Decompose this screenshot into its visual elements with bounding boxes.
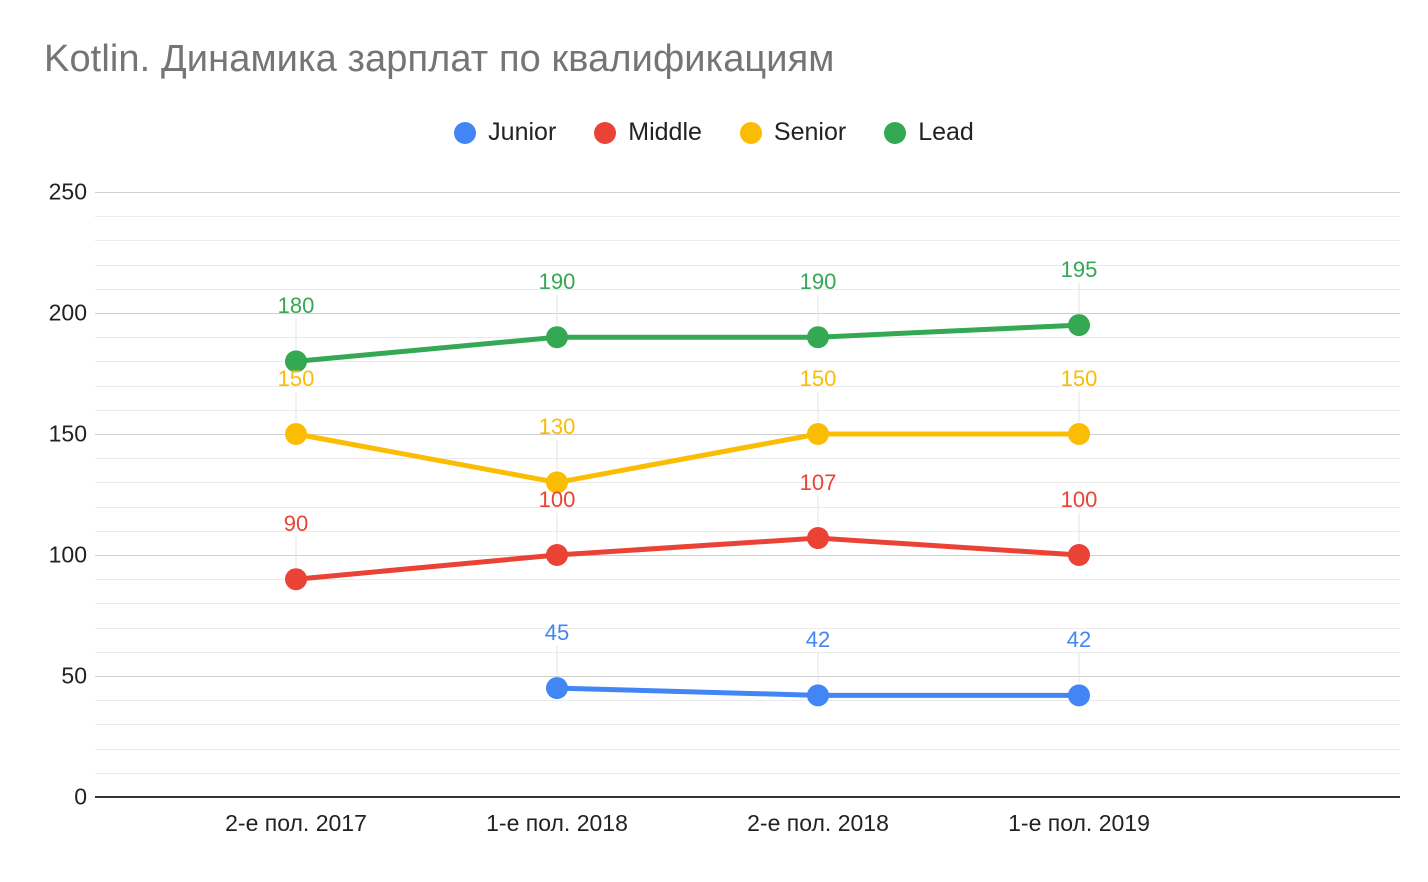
gridline-minor	[95, 458, 1400, 460]
data-label-stem	[295, 392, 297, 422]
gridline-minor	[95, 264, 1400, 266]
data-label-stem	[556, 440, 558, 471]
y-axis-tick-label: 0	[74, 783, 87, 810]
data-label-stem	[295, 319, 297, 350]
gridline-minor	[95, 748, 1400, 750]
data-label-stem	[1078, 283, 1080, 314]
data-point-marker[interactable]	[807, 423, 829, 445]
legend-item-junior[interactable]: Junior	[454, 118, 556, 147]
y-axis-tick-label: 100	[48, 541, 87, 568]
data-label-stem	[556, 646, 558, 677]
data-point-marker[interactable]	[1068, 684, 1090, 707]
gridline-minor	[95, 651, 1400, 653]
data-point-marker[interactable]	[807, 527, 829, 550]
gridline-minor	[95, 385, 1400, 387]
gridline-minor	[95, 361, 1400, 363]
data-label-stem	[817, 653, 819, 684]
data-label-stem	[295, 537, 297, 568]
legend-item-lead[interactable]: Lead	[884, 118, 974, 147]
gridline-minor	[95, 240, 1400, 242]
gridline-major	[95, 555, 1400, 556]
gridline-minor	[95, 627, 1400, 629]
series-line-middle	[293, 535, 1082, 582]
series-lines	[285, 314, 1090, 707]
data-point-marker[interactable]	[546, 326, 568, 349]
gridline-minor	[95, 724, 1400, 726]
y-axis: 0 50 100 150 200 250	[0, 179, 88, 810]
x-axis-tick-label: 2-е пол. 2018	[747, 810, 889, 836]
data-point-marker[interactable]	[1068, 314, 1090, 337]
x-axis: 2-е пол. 2017 1-е пол. 2018 2-е пол. 2018 1…	[95, 810, 1400, 850]
gridline-minor	[95, 506, 1400, 508]
y-axis-tick-label: 200	[48, 299, 87, 326]
gridline-minor	[95, 700, 1400, 702]
data-label-stem	[556, 295, 558, 326]
data-label-stem	[817, 392, 819, 422]
data-label-stem	[556, 513, 558, 543]
legend-item-label: Middle	[628, 118, 702, 146]
gridline-minor	[95, 216, 1400, 218]
legend-swatch-icon	[594, 121, 617, 144]
data-point-marker[interactable]	[546, 471, 568, 494]
legend-swatch-icon	[739, 121, 762, 144]
chart-legend: Junior Middle Senior Lead	[0, 118, 1428, 147]
data-point-marker[interactable]	[285, 568, 307, 591]
gridline-major	[95, 434, 1400, 435]
legend-item-label: Senior	[773, 118, 847, 146]
data-point-marker[interactable]	[807, 326, 829, 349]
gridline-minor	[95, 288, 1400, 290]
plot-area: 45 42 42 90 100 107 100 150 130 150 150 180 190 190 19…	[95, 192, 1400, 797]
data-point-marker[interactable]	[285, 423, 307, 445]
chart-title: Kotlin. Динамика зарплат по квалификация…	[44, 38, 835, 80]
legend-item-label: Lead	[918, 118, 974, 146]
data-point-marker[interactable]	[1068, 544, 1090, 566]
gridline-minor	[95, 530, 1400, 532]
series-line-lead	[293, 322, 1082, 364]
data-point-marker[interactable]	[285, 350, 307, 373]
legend-item-label: Junior	[488, 118, 557, 146]
gridline-major	[95, 313, 1400, 314]
gridline-minor	[95, 603, 1400, 605]
legend-swatch-icon	[884, 121, 907, 144]
data-point-marker[interactable]	[546, 677, 568, 700]
gridline-minor	[95, 409, 1400, 411]
data-label-stem	[1078, 653, 1080, 684]
x-axis-tick-label: 1-е пол. 2018	[486, 810, 628, 836]
data-label-stem	[1078, 392, 1080, 422]
legend-swatch-icon	[454, 121, 477, 144]
y-axis-tick-label: 150	[48, 420, 87, 447]
data-point-marker[interactable]	[546, 544, 568, 566]
x-axis-tick-label: 2-е пол. 2017	[225, 810, 367, 836]
gridline-minor	[95, 772, 1400, 774]
legend-item-middle[interactable]: Middle	[594, 118, 702, 147]
y-axis-tick-label: 50	[61, 662, 87, 689]
data-label-stem	[817, 496, 819, 527]
data-point-marker[interactable]	[807, 684, 829, 707]
x-axis-tick-label: 1-е пол. 2019	[1008, 810, 1150, 836]
gridline-major	[95, 192, 1400, 193]
data-label-stem	[1078, 513, 1080, 543]
y-axis-tick-label: 250	[48, 178, 87, 205]
gridline-minor	[95, 482, 1400, 484]
axis-baseline	[95, 796, 1400, 798]
series-line-senior	[293, 431, 1082, 485]
gridline-major	[95, 676, 1400, 677]
gridline-minor	[95, 579, 1400, 581]
data-point-marker[interactable]	[1068, 423, 1090, 445]
legend-item-senior[interactable]: Senior	[739, 118, 847, 147]
data-label-stem	[817, 295, 819, 326]
